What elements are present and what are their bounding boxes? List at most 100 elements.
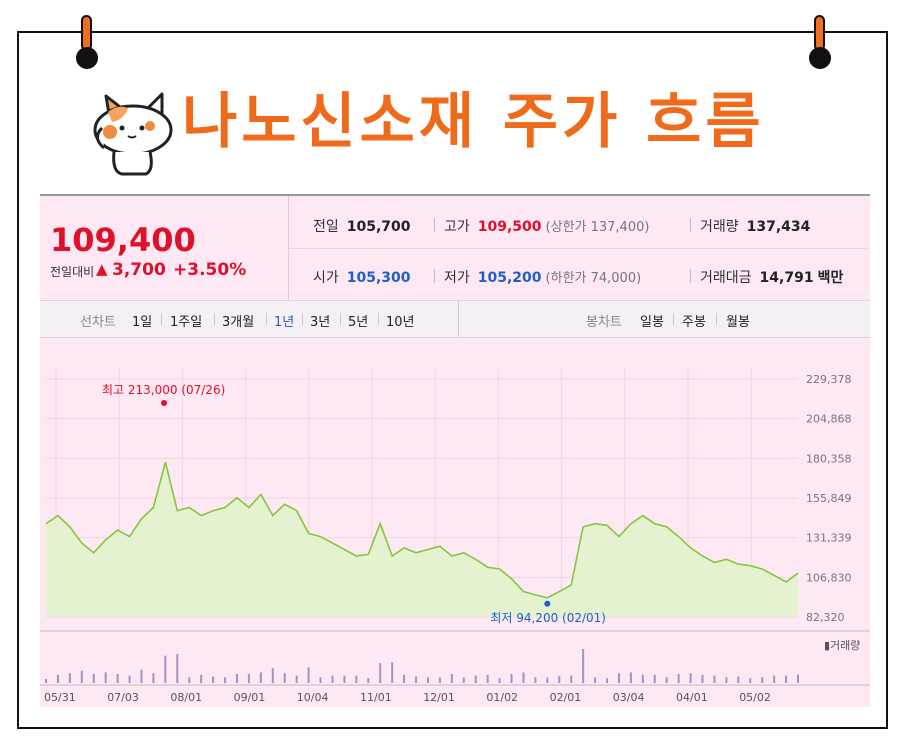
- volume-bar: [331, 675, 334, 683]
- volume-bar: [701, 674, 704, 683]
- volume-legend: ▮거래량: [824, 639, 860, 652]
- tab-1w[interactable]: 1주일: [170, 315, 203, 330]
- volume-bar: [713, 675, 716, 683]
- x-tick-label: 04/01: [676, 691, 708, 704]
- volume-bar: [689, 673, 692, 683]
- min-annotation: 최저 94,200 (02/01): [490, 611, 606, 625]
- volume-bar: [235, 674, 238, 683]
- volume-bar: [785, 675, 788, 683]
- volume-bar: [570, 675, 573, 683]
- stat-separator: [690, 269, 691, 283]
- price-chart: 229,378 204,868 180,358 155,849 131,339 106,8…: [40, 369, 870, 704]
- tab-10y[interactable]: 10년: [386, 315, 415, 330]
- stat-low: 저가 105,200 (하한가 74,000): [444, 270, 642, 286]
- volume-bar: [546, 677, 549, 683]
- y-tick-label: 180,358: [806, 452, 852, 465]
- pin-stick-left: [81, 15, 92, 51]
- line-chart-label: 선차트: [80, 315, 116, 330]
- stat-separator: [434, 218, 435, 232]
- change-label: 전일대비: [50, 265, 95, 279]
- tab-1y[interactable]: 1년: [274, 315, 295, 330]
- price-block: 109,400 전일대비 ▲ 3,700 +3.50%: [40, 196, 289, 300]
- volume-bar: [749, 678, 752, 683]
- volume-bar: [247, 674, 250, 683]
- volume-bar: [212, 676, 215, 683]
- volume-bar: [259, 672, 262, 683]
- volume-bar: [319, 677, 322, 683]
- tab-5y[interactable]: 5년: [348, 315, 369, 330]
- x-tick-label: 10/04: [297, 691, 329, 704]
- volume-bar: [415, 676, 418, 683]
- volume-bar: [152, 673, 155, 683]
- volume-bar: [295, 675, 298, 683]
- x-axis: 05/31 07/03 08/01 09/01 10/04 11/01 12/01 01/02…: [44, 691, 771, 704]
- stat-high: 고가 109,500 (상한가 137,400): [444, 219, 650, 235]
- tab-daily[interactable]: 일봉: [640, 315, 664, 330]
- volume-bar: [773, 675, 776, 683]
- volume-bar: [379, 663, 382, 683]
- change-value: 3,700: [112, 260, 166, 280]
- cat-mascot-icon: [93, 92, 173, 176]
- stat-separator: [434, 269, 435, 283]
- volume-bar: [462, 677, 465, 683]
- x-tick-label: 05/31: [44, 691, 76, 704]
- volume-bar: [582, 649, 585, 683]
- volume-bar: [271, 668, 274, 683]
- volume-bar: [188, 677, 191, 683]
- volume-bar: [450, 674, 453, 683]
- tab-monthly[interactable]: 월봉: [726, 315, 750, 330]
- stats-divider: [288, 248, 870, 249]
- volume-bar: [68, 673, 71, 683]
- volume-bar: [176, 654, 179, 683]
- current-price: 109,400: [50, 221, 196, 259]
- volume-bar: [797, 674, 799, 683]
- x-tick-label: 09/01: [234, 691, 266, 704]
- stat-volume: 거래량 137,434: [700, 219, 811, 235]
- volume-bar: [355, 675, 358, 683]
- volume-bar: [438, 677, 441, 683]
- volume-bar: [653, 674, 656, 683]
- volume-bar: [80, 670, 83, 683]
- volume-bar: [522, 672, 525, 683]
- x-tick-label: 01/02: [486, 691, 518, 704]
- stat-prev-close: 전일 105,700: [313, 219, 411, 235]
- volume-bar: [140, 669, 143, 683]
- y-tick-label: 106,830: [806, 571, 852, 584]
- max-annotation: 최고 213,000 (07/26): [102, 383, 225, 397]
- x-tick-label: 02/01: [550, 691, 582, 704]
- volume-bar: [474, 675, 477, 683]
- tab-3y[interactable]: 3년: [310, 315, 331, 330]
- up-arrow-icon: ▲: [96, 260, 108, 278]
- volume-bars: ▮거래량: [45, 639, 860, 683]
- volume-bar: [558, 675, 561, 683]
- volume-bar: [128, 675, 131, 683]
- volume-bar: [343, 675, 346, 683]
- volume-bar: [534, 677, 537, 683]
- x-tick-label: 07/03: [107, 691, 139, 704]
- tab-weekly[interactable]: 주봉: [682, 315, 706, 330]
- volume-bar: [45, 679, 47, 683]
- max-marker: [161, 400, 167, 406]
- x-tick-label: 08/01: [170, 691, 202, 704]
- volume-bar: [629, 672, 632, 683]
- y-tick-label: 204,868: [806, 413, 852, 426]
- x-tick-label: 12/01: [423, 691, 455, 704]
- min-marker: [544, 600, 551, 607]
- tab-1d[interactable]: 1일: [132, 315, 153, 330]
- volume-bar: [498, 678, 501, 683]
- volume-bar: [200, 674, 203, 683]
- change-percent: +3.50%: [173, 260, 247, 280]
- volume-bar: [307, 667, 310, 683]
- y-tick-label: 155,849: [806, 492, 852, 505]
- stat-amount: 거래대금 14,791 백만: [700, 270, 844, 286]
- y-tick-label: 82,320: [806, 611, 845, 624]
- x-tick-label: 05/02: [739, 691, 771, 704]
- annotations: 최고 213,000 (07/26) 최저 94,200 (02/01): [102, 383, 606, 625]
- volume-bar: [104, 672, 107, 683]
- chart-tabbar: 선차트 1일 1주일 3개월 1년 3년 5년 10년 봉차트 일봉 주봉 월봉: [40, 300, 870, 338]
- volume-bar: [665, 677, 668, 683]
- tab-3m[interactable]: 3개월: [222, 315, 255, 330]
- volume-bar: [283, 673, 286, 683]
- volume-bar: [606, 678, 609, 683]
- volume-bar: [617, 673, 620, 683]
